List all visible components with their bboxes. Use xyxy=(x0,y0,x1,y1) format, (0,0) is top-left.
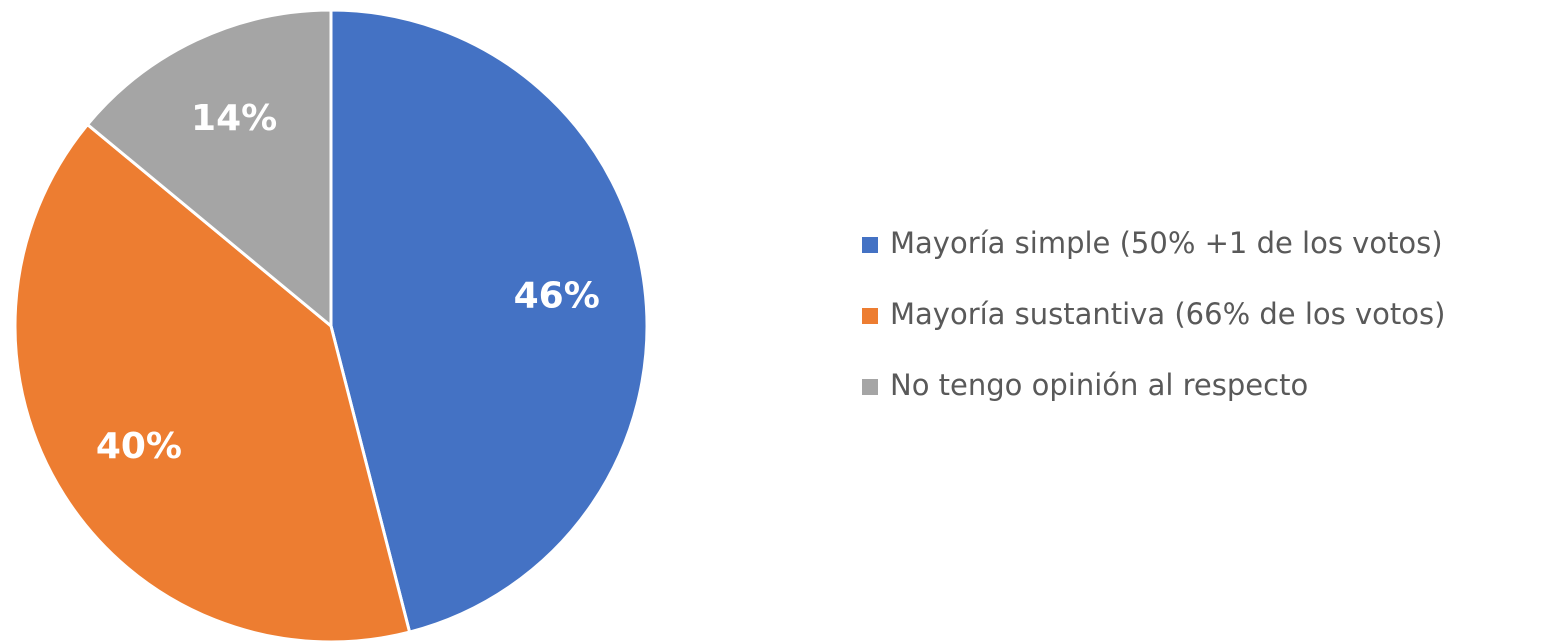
pie-slice xyxy=(85,8,333,330)
data-label: 40% xyxy=(96,426,182,467)
legend-swatch xyxy=(862,379,878,395)
legend-swatch xyxy=(862,237,878,253)
pie-slice xyxy=(329,8,649,634)
legend-swatch xyxy=(862,308,878,324)
data-label: 14% xyxy=(191,98,277,139)
data-label: 46% xyxy=(514,275,600,316)
legend-label: No tengo opinión al respecto xyxy=(890,368,1308,402)
legend-label: Mayoría sustantiva (66% de los votos) xyxy=(890,297,1445,331)
pie-slice xyxy=(13,122,412,643)
legend-label: Mayoría simple (50% +1 de los votos) xyxy=(890,226,1443,260)
